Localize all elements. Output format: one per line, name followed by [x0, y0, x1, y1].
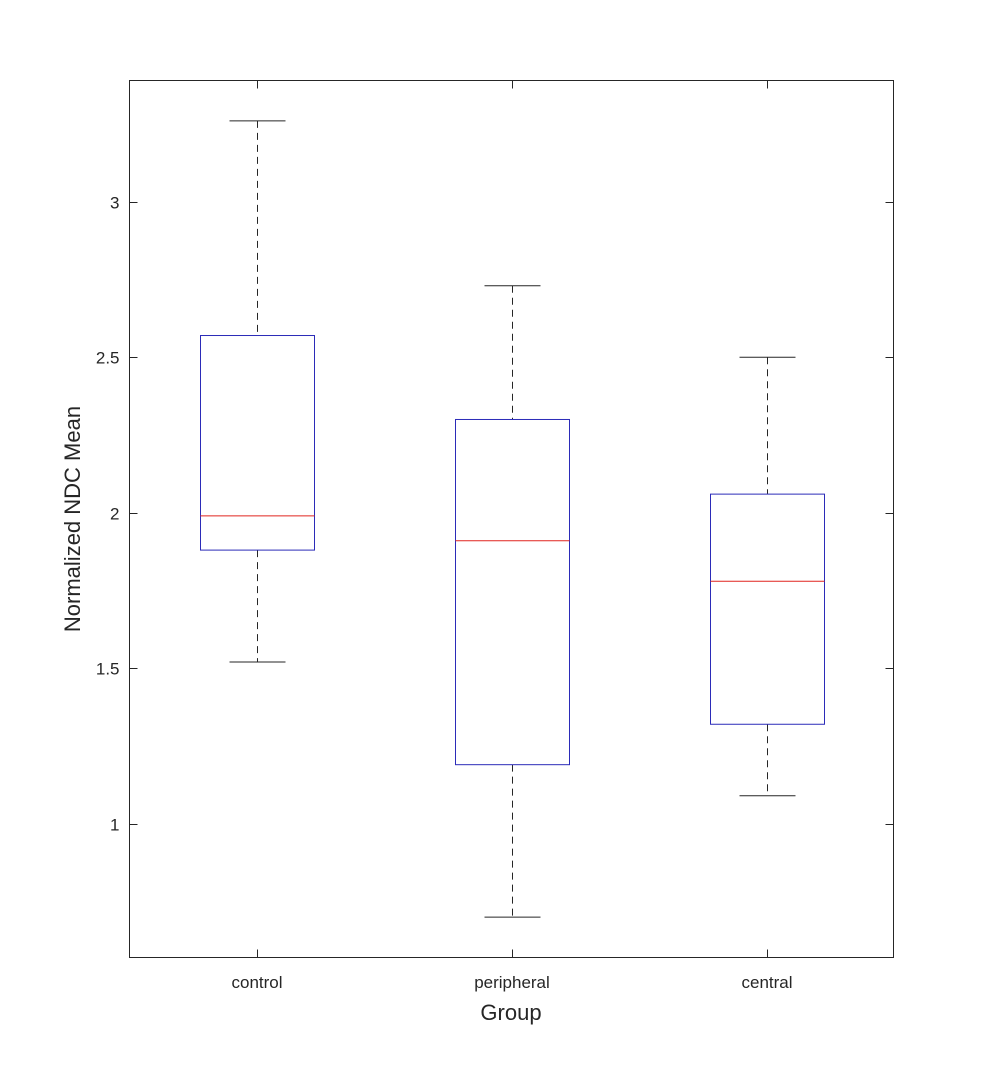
y-tick-label: 2.5 [96, 349, 120, 368]
y-tick-label: 3 [110, 194, 119, 213]
y-tick-label: 1.5 [96, 660, 120, 679]
x-tick-label: peripheral [474, 973, 550, 992]
y-ticks: 1 1.5 2 2.5 3 [96, 194, 894, 835]
box-peripheral [455, 285, 570, 918]
x-tick-label: central [741, 973, 792, 992]
x-tick-label: control [231, 973, 282, 992]
iqr-box [710, 493, 825, 725]
iqr-box [200, 335, 315, 551]
plot-area [129, 80, 894, 958]
y-tick-label: 2 [110, 505, 119, 524]
box-central [710, 356, 825, 797]
iqr-box [455, 418, 570, 766]
x-axis-label: Group [480, 1000, 541, 1025]
box-control [200, 120, 315, 663]
boxes-layer [200, 120, 825, 918]
y-axis-label: Normalized NDC Mean [60, 406, 85, 632]
y-tick-label: 1 [110, 816, 119, 835]
x-ticks: control peripheral central [231, 80, 793, 992]
